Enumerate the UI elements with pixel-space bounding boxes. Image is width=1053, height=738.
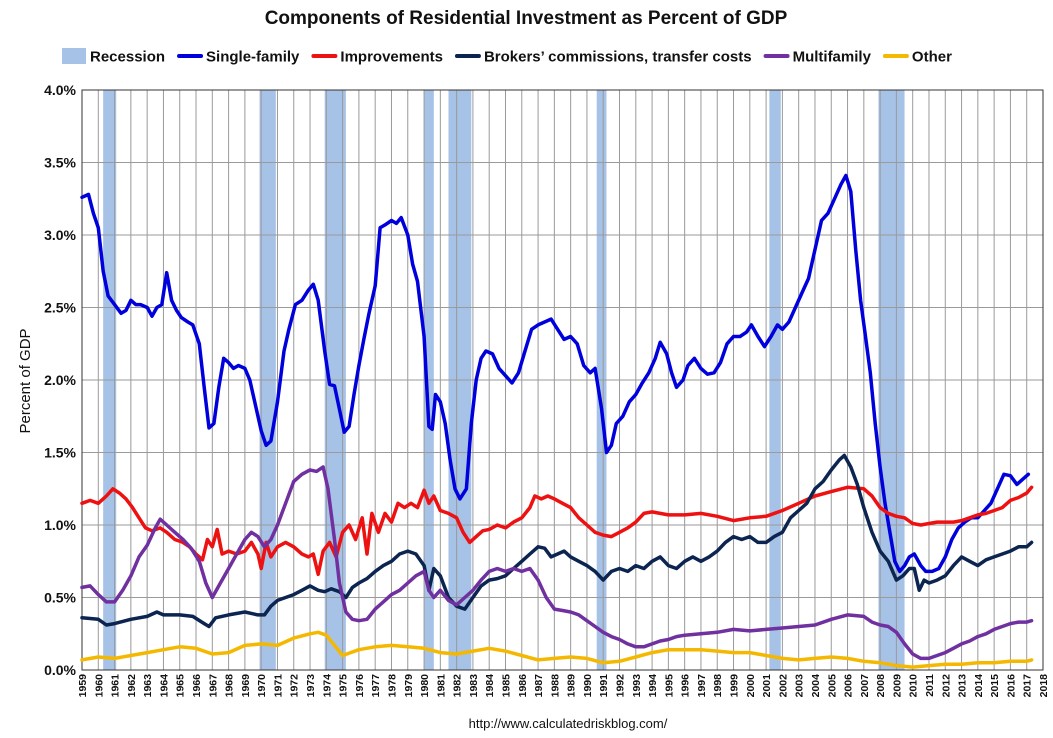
x-tick-label: 1966 — [191, 674, 203, 698]
x-tick-label: 1961 — [110, 674, 122, 698]
x-tick-label: 1979 — [403, 674, 415, 698]
x-tick-label: 1974 — [321, 674, 333, 698]
x-tick-label: 1964 — [158, 674, 170, 698]
series-line-single-family — [80, 173, 1031, 574]
y-tick-label: 3.5% — [44, 155, 76, 171]
x-tick-label: 1994 — [647, 674, 659, 698]
series-line-improvements — [80, 485, 1034, 577]
x-tick-label: 1995 — [663, 674, 675, 698]
x-tick-label: 1973 — [305, 674, 317, 698]
x-tick-label: 1977 — [370, 674, 382, 698]
legend-swatch-recession — [62, 48, 86, 64]
x-tick-label: 1992 — [615, 674, 627, 698]
series-line-other — [80, 630, 1034, 669]
series-line-multifamily — [80, 465, 1034, 661]
x-tick-label: 1970 — [256, 674, 268, 698]
legend-label-other: Other — [912, 49, 952, 66]
x-tick-label: 1967 — [207, 674, 219, 698]
y-tick-label: 1.0% — [44, 517, 76, 533]
legend-label-improvements: Improvements — [340, 49, 443, 66]
x-tick-label: 1968 — [224, 674, 236, 698]
x-tick-label: 2010 — [908, 674, 920, 698]
plot-area: 0.0% 0.5% 1.0% 1.5% 2.0% 2.5% 3.0% 3.5% 4.0% 1959… — [44, 82, 1050, 697]
x-tick-label: 1987 — [533, 674, 545, 698]
x-tick-label: 2008 — [875, 674, 887, 698]
x-tick-label: 2000 — [745, 674, 757, 698]
x-tick-label: 1998 — [712, 674, 724, 698]
x-tick-label: 1984 — [484, 674, 496, 698]
x-tick-label: 1963 — [142, 674, 154, 698]
x-tick-label: 2013 — [957, 674, 969, 698]
x-tick-label: 2015 — [989, 674, 1001, 698]
y-axis-label: Percent of GDP — [17, 328, 34, 433]
x-tick-label: 1990 — [582, 674, 594, 698]
x-tick-label: 2016 — [1005, 674, 1017, 698]
y-tick-label: 2.5% — [44, 300, 76, 316]
y-tick-label: 3.0% — [44, 227, 76, 243]
x-tick-label: 1982 — [452, 674, 464, 698]
x-tick-label: 1986 — [517, 674, 529, 698]
source-url: http://www.calculatedriskblog.com/ — [469, 716, 668, 731]
x-tick-label: 1978 — [386, 674, 398, 698]
series-line-brokers-commissions-transfer-costs — [80, 453, 1034, 629]
x-tick-label: 2012 — [940, 674, 952, 698]
legend-label-single-family: Single-family — [206, 49, 300, 66]
x-tick-label: 1975 — [338, 674, 350, 698]
x-tick-label: 2011 — [924, 674, 936, 697]
x-tick-label: 1976 — [354, 674, 366, 698]
y-tick-label: 0.5% — [44, 590, 76, 606]
x-tick-label: 2014 — [973, 674, 985, 698]
x-tick-label: 1985 — [500, 674, 512, 698]
y-tick-label: 4.0% — [44, 82, 76, 98]
x-tick-label: 2005 — [826, 674, 838, 698]
x-tick-label: 1969 — [240, 674, 252, 698]
x-tick-label: 2017 — [1022, 674, 1034, 698]
x-tick-label: 2007 — [859, 674, 871, 698]
legend: Recession Single-family Improvements Broker… — [62, 48, 952, 66]
x-tick-label: 2001 — [761, 674, 773, 698]
plot-frame — [81, 89, 1044, 671]
y-tick-label: 2.0% — [44, 372, 76, 388]
x-tick-label: 1988 — [549, 674, 561, 698]
y-tick-label: 0.0% — [44, 662, 76, 678]
x-tick-label: 1965 — [175, 674, 187, 698]
legend-label-recession: Recession — [90, 49, 165, 66]
x-tick-label: 2009 — [891, 674, 903, 698]
x-tick-label: 2018 — [1038, 674, 1050, 698]
x-tick-label: 1971 — [272, 674, 284, 698]
x-tick-label: 1962 — [126, 674, 138, 698]
x-tick-label: 2002 — [777, 674, 789, 698]
x-tick-label: 1997 — [696, 674, 708, 698]
y-tick-label: 1.5% — [44, 445, 76, 461]
x-tick-label: 2006 — [843, 674, 855, 698]
x-tick-label: 1959 — [77, 674, 89, 698]
chart-title: Components of Residential Investment as … — [265, 8, 788, 29]
x-tick-label: 1981 — [435, 674, 447, 698]
legend-label-brokers-commissions-transfer-costs: Brokers’ commissions, transfer costs — [484, 49, 752, 66]
x-tick-label: 1972 — [289, 674, 301, 698]
x-tick-label: 2004 — [810, 674, 822, 698]
x-tick-label: 1999 — [729, 674, 741, 698]
legend-label-multifamily: Multifamily — [793, 49, 872, 66]
x-tick-label: 1993 — [631, 674, 643, 698]
x-tick-label: 1960 — [93, 674, 105, 698]
x-tick-label: 1991 — [598, 674, 610, 698]
x-tick-label: 1980 — [419, 674, 431, 698]
x-tick-label: 1989 — [566, 674, 578, 698]
x-tick-label: 1996 — [680, 674, 692, 698]
x-tick-label: 1983 — [468, 674, 480, 698]
x-tick-label: 2003 — [794, 674, 806, 698]
